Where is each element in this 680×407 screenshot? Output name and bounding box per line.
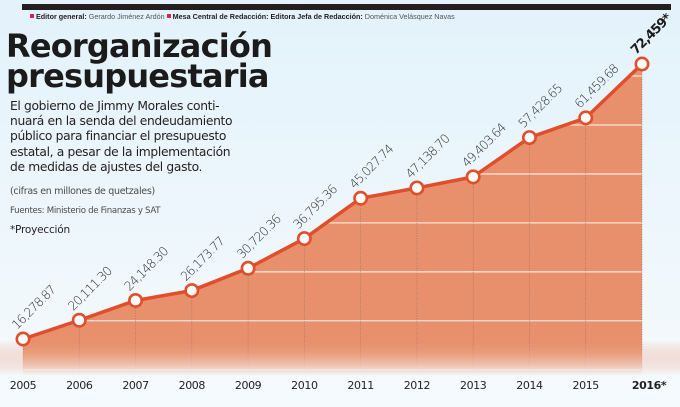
data-label: 57,428.65 (515, 81, 565, 131)
bullet-square-icon (30, 14, 34, 18)
credit-name: Doménica Velásquez Navas (364, 12, 455, 21)
data-point (409, 180, 425, 196)
x-tick-label: 2007 (122, 379, 149, 392)
data-label: 16,278.87 (9, 282, 59, 332)
data-label: 72,459* (628, 11, 675, 58)
data-point (128, 292, 144, 308)
description-line: de medidas de ajustes del gasto. (10, 159, 203, 174)
data-point (240, 260, 256, 276)
description-line: estatal, a pesar de la implementación (10, 144, 231, 159)
units-note: (cifras en millones de quetzales) (10, 186, 155, 197)
title-line: Reorganización (6, 27, 273, 65)
x-tick-label: 2009 (235, 379, 262, 392)
data-point (15, 331, 31, 347)
data-label: 47,138.70 (402, 131, 452, 181)
x-tick-label: 2013 (460, 379, 487, 392)
projection-note: *Proyección (10, 224, 70, 236)
data-point (184, 283, 200, 299)
x-tick-label: 2014 (516, 379, 543, 392)
title-line: presupuestaria (6, 57, 270, 95)
x-tick-label: 2016* (632, 379, 667, 392)
area-fade (0, 340, 680, 376)
description-line: público para financiar el presupuesto (10, 129, 227, 144)
data-point (634, 56, 650, 72)
series-line (22, 62, 644, 341)
x-tick-label: 2010 (291, 379, 318, 392)
x-tick-label: 2015 (573, 379, 600, 392)
data-point (521, 130, 537, 146)
x-tick-label: 2005 (10, 379, 37, 392)
credit-role: Editor general: (36, 12, 87, 21)
data-point (296, 231, 312, 247)
page-title: Reorganización presupuestaria (6, 27, 273, 95)
data-point (578, 110, 594, 126)
x-tick-label: 2012 (404, 379, 430, 392)
x-tick-label: 2006 (66, 379, 93, 392)
x-tick-label: 2008 (179, 379, 206, 392)
credit-role: Mesa Central de Redacción: Editora Jefa … (172, 12, 363, 21)
top-rule (22, 4, 671, 10)
description-line: El gobierno de Jimmy Morales conti- (10, 99, 220, 113)
data-label: 26,173.77 (177, 234, 227, 284)
data-label: 24,148.30 (121, 244, 171, 294)
description: El gobierno de Jimmy Morales conti- nuar… (10, 99, 240, 175)
data-label: 20,111.30 (65, 263, 115, 313)
data-label: 45,027.74 (346, 142, 396, 192)
description-line: nuará en la senda del endeudamiento (10, 114, 233, 129)
credits-line: Editor general: Gerardo Jiménez Ardón Me… (30, 12, 455, 21)
data-point (71, 312, 87, 328)
data-point (353, 190, 369, 206)
credit-name: Gerardo Jiménez Ardón (88, 12, 165, 21)
data-point (465, 169, 481, 185)
bullet-square-icon (166, 14, 171, 18)
x-tick-label: 2011 (347, 379, 373, 392)
source-note: Fuentes: Ministerio de Finanzas y SAT (10, 206, 161, 216)
